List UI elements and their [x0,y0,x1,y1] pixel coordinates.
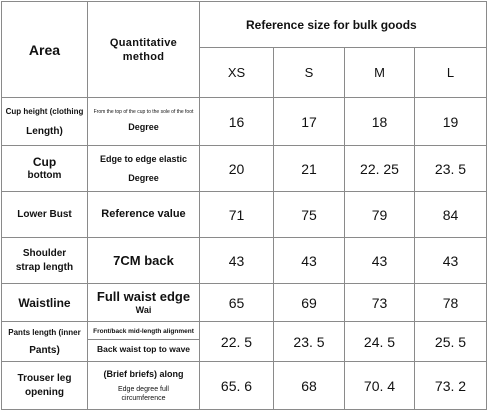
value-xs: 43 [199,237,274,284]
value-m: 22. 25 [344,145,415,192]
method-header: Quantitative method [87,1,200,98]
value-l: 84 [414,191,487,238]
value-l: 73. 2 [414,361,487,410]
size-l-header: L [414,47,487,98]
method-text-2: Wai [135,305,152,315]
area-cell: Waistline [1,283,88,322]
method-text: Reference value [101,208,186,220]
size-s-header: S [273,47,345,98]
area-text-2: Length) [26,125,63,137]
area-text-1: Lower Bust [17,208,72,220]
size-m-header: M [344,47,415,98]
reference-header: Reference size for bulk goods [199,1,487,48]
method-cell: 7CM back [87,237,200,284]
method-text-1: Front/back mid-length alignment [88,328,199,340]
method-text: Degree [128,122,159,132]
value-m: 24. 5 [344,321,415,362]
method-cell: Reference value [87,191,200,238]
value-m: 73 [344,283,415,322]
value-l: 25. 5 [414,321,487,362]
method-cell: Edge to edge elastic Degree [87,145,200,192]
table-row: Trouser leg opening (Brief briefs) along… [1,361,487,410]
method-cell: From the top of the cup to the sole of t… [87,97,200,146]
value-xs: 22. 5 [199,321,274,362]
value-l: 23. 5 [414,145,487,192]
size-xs-header: XS [199,47,274,98]
value-m: 43 [344,237,415,284]
value-m: 70. 4 [344,361,415,410]
value-l: 43 [414,237,487,284]
reference-header-text: Reference size for bulk goods [246,17,417,32]
value-m: 18 [344,97,415,146]
table-row: Pants length (inner Pants) Front/back mi… [1,321,487,362]
area-text-1: Shoulder [22,247,67,259]
value-s: 43 [273,237,345,284]
area-cell: Cup height (clothing Length) [1,97,88,146]
method-cell: Full waist edge Wai [87,283,200,322]
value-l: 19 [414,97,487,146]
table-row: Waistline Full waist edge Wai 65 69 73 7… [1,283,487,322]
method-text-1: Edge to edge elastic [99,153,188,164]
method-cell: Front/back mid-length alignment Back wai… [87,321,200,362]
value-s: 75 [273,191,345,238]
area-text-2: strap length [15,261,74,273]
method-text-2: Degree [128,172,159,183]
value-xs: 71 [199,191,274,238]
area-cell: Shoulder strap length [1,237,88,284]
value-xs: 16 [199,97,274,146]
method-text: 7CM back [113,253,174,268]
method-text-3: circumference [121,395,166,402]
area-cell: Trouser leg opening [1,361,88,410]
value-xs: 65 [199,283,274,322]
value-l: 78 [414,283,487,322]
area-text-1: Cup height (clothing [5,106,84,116]
value-s: 21 [273,145,345,192]
table-row: Cup height (clothing Length) From the to… [1,97,487,146]
value-s: 17 [273,97,345,146]
method-text-1: (Brief briefs) along [103,369,184,379]
area-header: Area [1,1,88,98]
area-cell: Cup bottom [1,145,88,192]
table-row: Cup bottom Edge to edge elastic Degree 2… [1,145,487,192]
area-text-1: Trouser leg [17,372,72,384]
size-header-row: XS S M L [2,47,487,98]
method-cell: (Brief briefs) along Edge degree full ci… [87,361,200,410]
value-s: 69 [273,283,345,322]
table-row: Shoulder strap length 7CM back 43 43 43 … [1,237,487,284]
method-note: From the top of the cup to the sole of t… [93,109,194,115]
area-cell: Pants length (inner Pants) [1,321,88,362]
area-text-1: Pants length (inner [8,327,81,337]
value-xs: 65. 6 [199,361,274,410]
area-text-2: bottom [27,169,62,181]
value-s: 23. 5 [273,321,345,362]
header-row: Area Quantitative method Reference size … [1,1,487,98]
area-text-2: opening [25,386,64,398]
value-m: 79 [344,191,415,238]
table-row: Lower Bust Reference value 71 75 79 84 [1,191,487,238]
method-text-2: Back waist top to wave [96,343,191,354]
area-text-1: Cup [32,154,57,169]
area-text-1: Waistline [18,295,71,310]
method-header-text: Quantitative method [109,36,178,63]
value-s: 68 [273,361,345,410]
area-text-2: Pants) [29,344,60,356]
method-text-2: Edge degree full [118,386,169,393]
value-xs: 20 [199,145,274,192]
method-text-1: Full waist edge [96,289,191,304]
area-cell: Lower Bust [1,191,88,238]
